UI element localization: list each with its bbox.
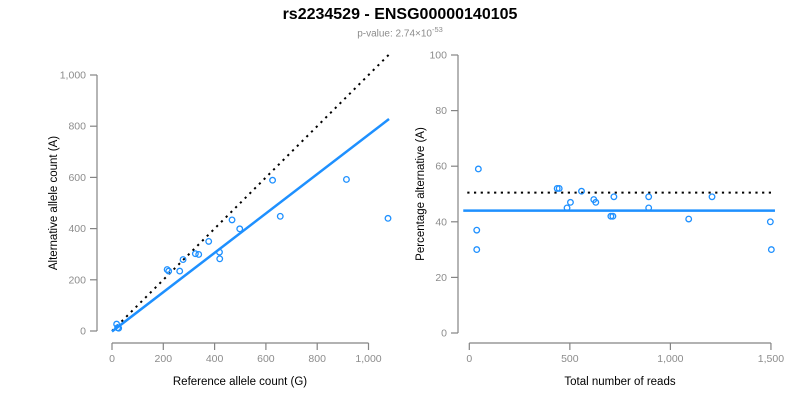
data-point xyxy=(474,165,482,173)
data-point xyxy=(384,214,392,222)
x-tick-label: 600 xyxy=(257,353,275,365)
x-tick-label: 1,500 xyxy=(758,353,784,365)
data-point xyxy=(228,216,236,224)
x-axis-title: Reference allele count (G) xyxy=(173,376,307,388)
left-scatter-plot: 0 200 400 600 800 1,000 0 200 400 600 800 1,000 Refe… xyxy=(48,52,392,388)
data-point xyxy=(115,324,123,332)
data-point xyxy=(205,237,213,245)
figure-subtitle: p-value: 2.74×10-53 xyxy=(0,25,800,39)
y-tick-label: 1,000 xyxy=(60,70,86,82)
pvalue-text: p-value: 2.74×10 xyxy=(357,28,432,40)
data-point xyxy=(163,266,171,274)
x-tick-label: 200 xyxy=(155,353,173,365)
data-point xyxy=(609,212,617,220)
data-point xyxy=(592,198,600,206)
data-point xyxy=(195,251,203,258)
y-tick-label: 0 xyxy=(441,328,447,340)
data-point xyxy=(708,193,716,201)
data-point xyxy=(610,193,618,201)
data-point xyxy=(578,187,585,195)
y-tick-label: 0 xyxy=(80,326,86,338)
data-point xyxy=(276,212,284,220)
data-point xyxy=(767,246,775,254)
data-point xyxy=(685,215,693,223)
data-point xyxy=(236,225,244,233)
y-tick-label: 20 xyxy=(435,272,447,284)
x-tick-label: 0 xyxy=(109,353,115,365)
data-point xyxy=(563,204,571,212)
x-tick-label: 400 xyxy=(206,353,224,365)
data-point xyxy=(216,248,223,256)
y-axis-title: Alternative allele count (A) xyxy=(48,136,60,270)
pvalue-exponent: -53 xyxy=(431,25,443,34)
y-tick-label: 100 xyxy=(429,50,447,62)
data-point xyxy=(766,218,774,226)
data-point xyxy=(473,226,481,234)
data-point xyxy=(191,250,199,258)
data-point xyxy=(645,193,653,201)
y-tick-label: 60 xyxy=(435,161,447,173)
y-tick-label: 800 xyxy=(68,121,86,133)
y-tick-label: 80 xyxy=(435,105,447,117)
y-tick-label: 600 xyxy=(68,172,86,184)
data-point xyxy=(567,198,574,206)
right-scatter-plot: 0 20 40 60 80 100 0 500 1,000 1,500 Total number o… xyxy=(415,50,784,389)
x-tick-label: 1,000 xyxy=(355,353,381,365)
identity-line xyxy=(111,52,392,332)
data-point xyxy=(269,176,277,184)
data-point xyxy=(179,256,187,264)
regression-line xyxy=(111,118,390,333)
data-point xyxy=(473,246,481,254)
data-point xyxy=(165,267,173,275)
y-tick-label: 40 xyxy=(435,216,447,228)
x-axis-title: Total number of reads xyxy=(564,376,675,388)
y-tick-label: 200 xyxy=(68,274,86,286)
y-tick-label: 400 xyxy=(68,223,86,235)
data-point xyxy=(216,255,224,263)
data-point xyxy=(176,267,184,275)
x-tick-label: 1,000 xyxy=(657,353,683,365)
y-axis-title: Percentage alternative (A) xyxy=(415,127,427,261)
x-tick-label: 800 xyxy=(308,353,326,365)
figure-title: rs2234529 - ENSG00000140105 xyxy=(282,6,518,23)
x-tick-label: 500 xyxy=(561,353,579,365)
x-tick-label: 0 xyxy=(466,353,472,365)
data-point xyxy=(645,204,653,212)
data-point xyxy=(342,175,350,183)
data-point xyxy=(555,184,563,192)
